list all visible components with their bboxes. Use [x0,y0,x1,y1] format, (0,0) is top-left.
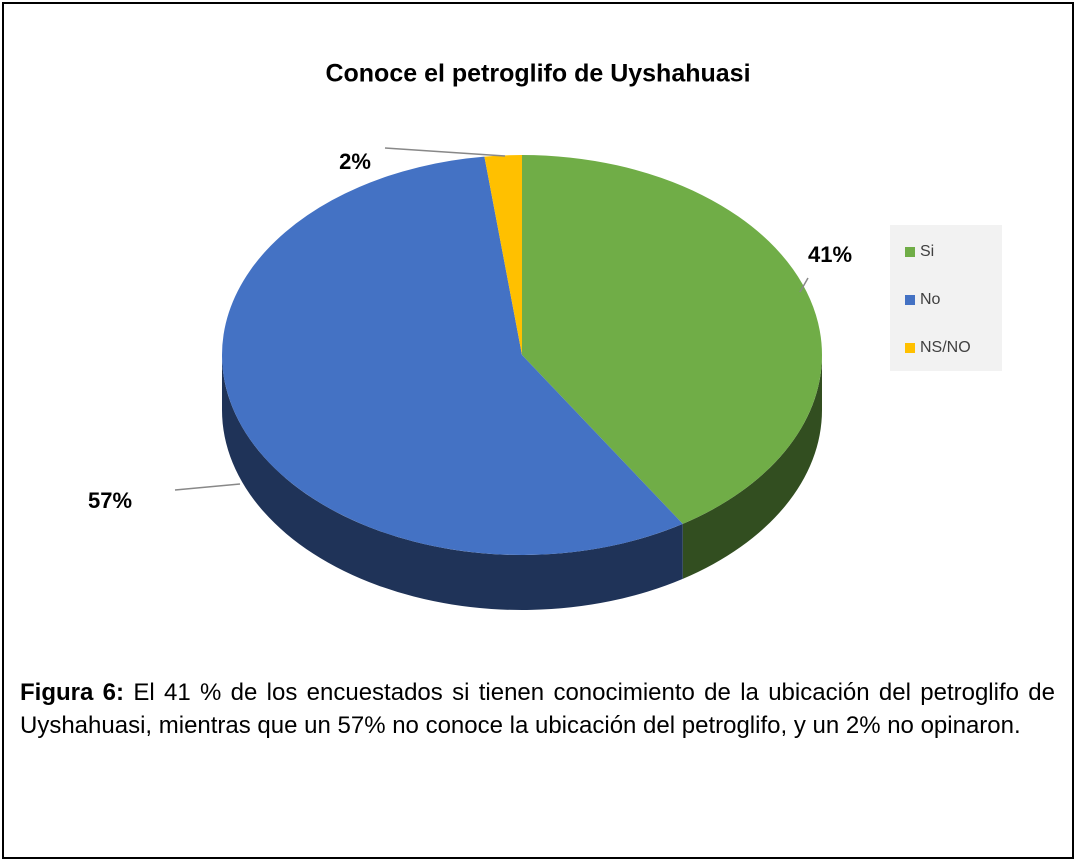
caption-text: El 41 % de los encuestados si tienen con… [20,679,1055,739]
legend-swatch [905,295,915,305]
leader-line [384,147,506,157]
chart-title: Conoce el petroglifo de Uyshahuasi [325,60,750,88]
chart: Conoce el petroglifo de Uyshahuasi 41% 57… [88,60,1002,610]
legend-swatch [905,247,915,257]
data-label: 2% [339,149,371,174]
pie-side [222,355,683,610]
pie-side [682,355,823,579]
pie-slice [222,156,683,555]
data-label: 57% [88,488,132,513]
legend-label: No [920,291,941,308]
leader-line [174,483,241,491]
caption-label: Figura 6: [20,679,124,706]
legend-label: Si [920,243,934,260]
data-label: 41% [808,242,852,267]
pie-slice [522,155,823,524]
leader-line [799,277,809,293]
legend-label: NS/NO [920,339,971,356]
caption: Figura 6: El 41 % de los encuestados si … [20,676,1055,742]
legend-swatch [905,343,915,353]
pie-slice [484,155,522,355]
